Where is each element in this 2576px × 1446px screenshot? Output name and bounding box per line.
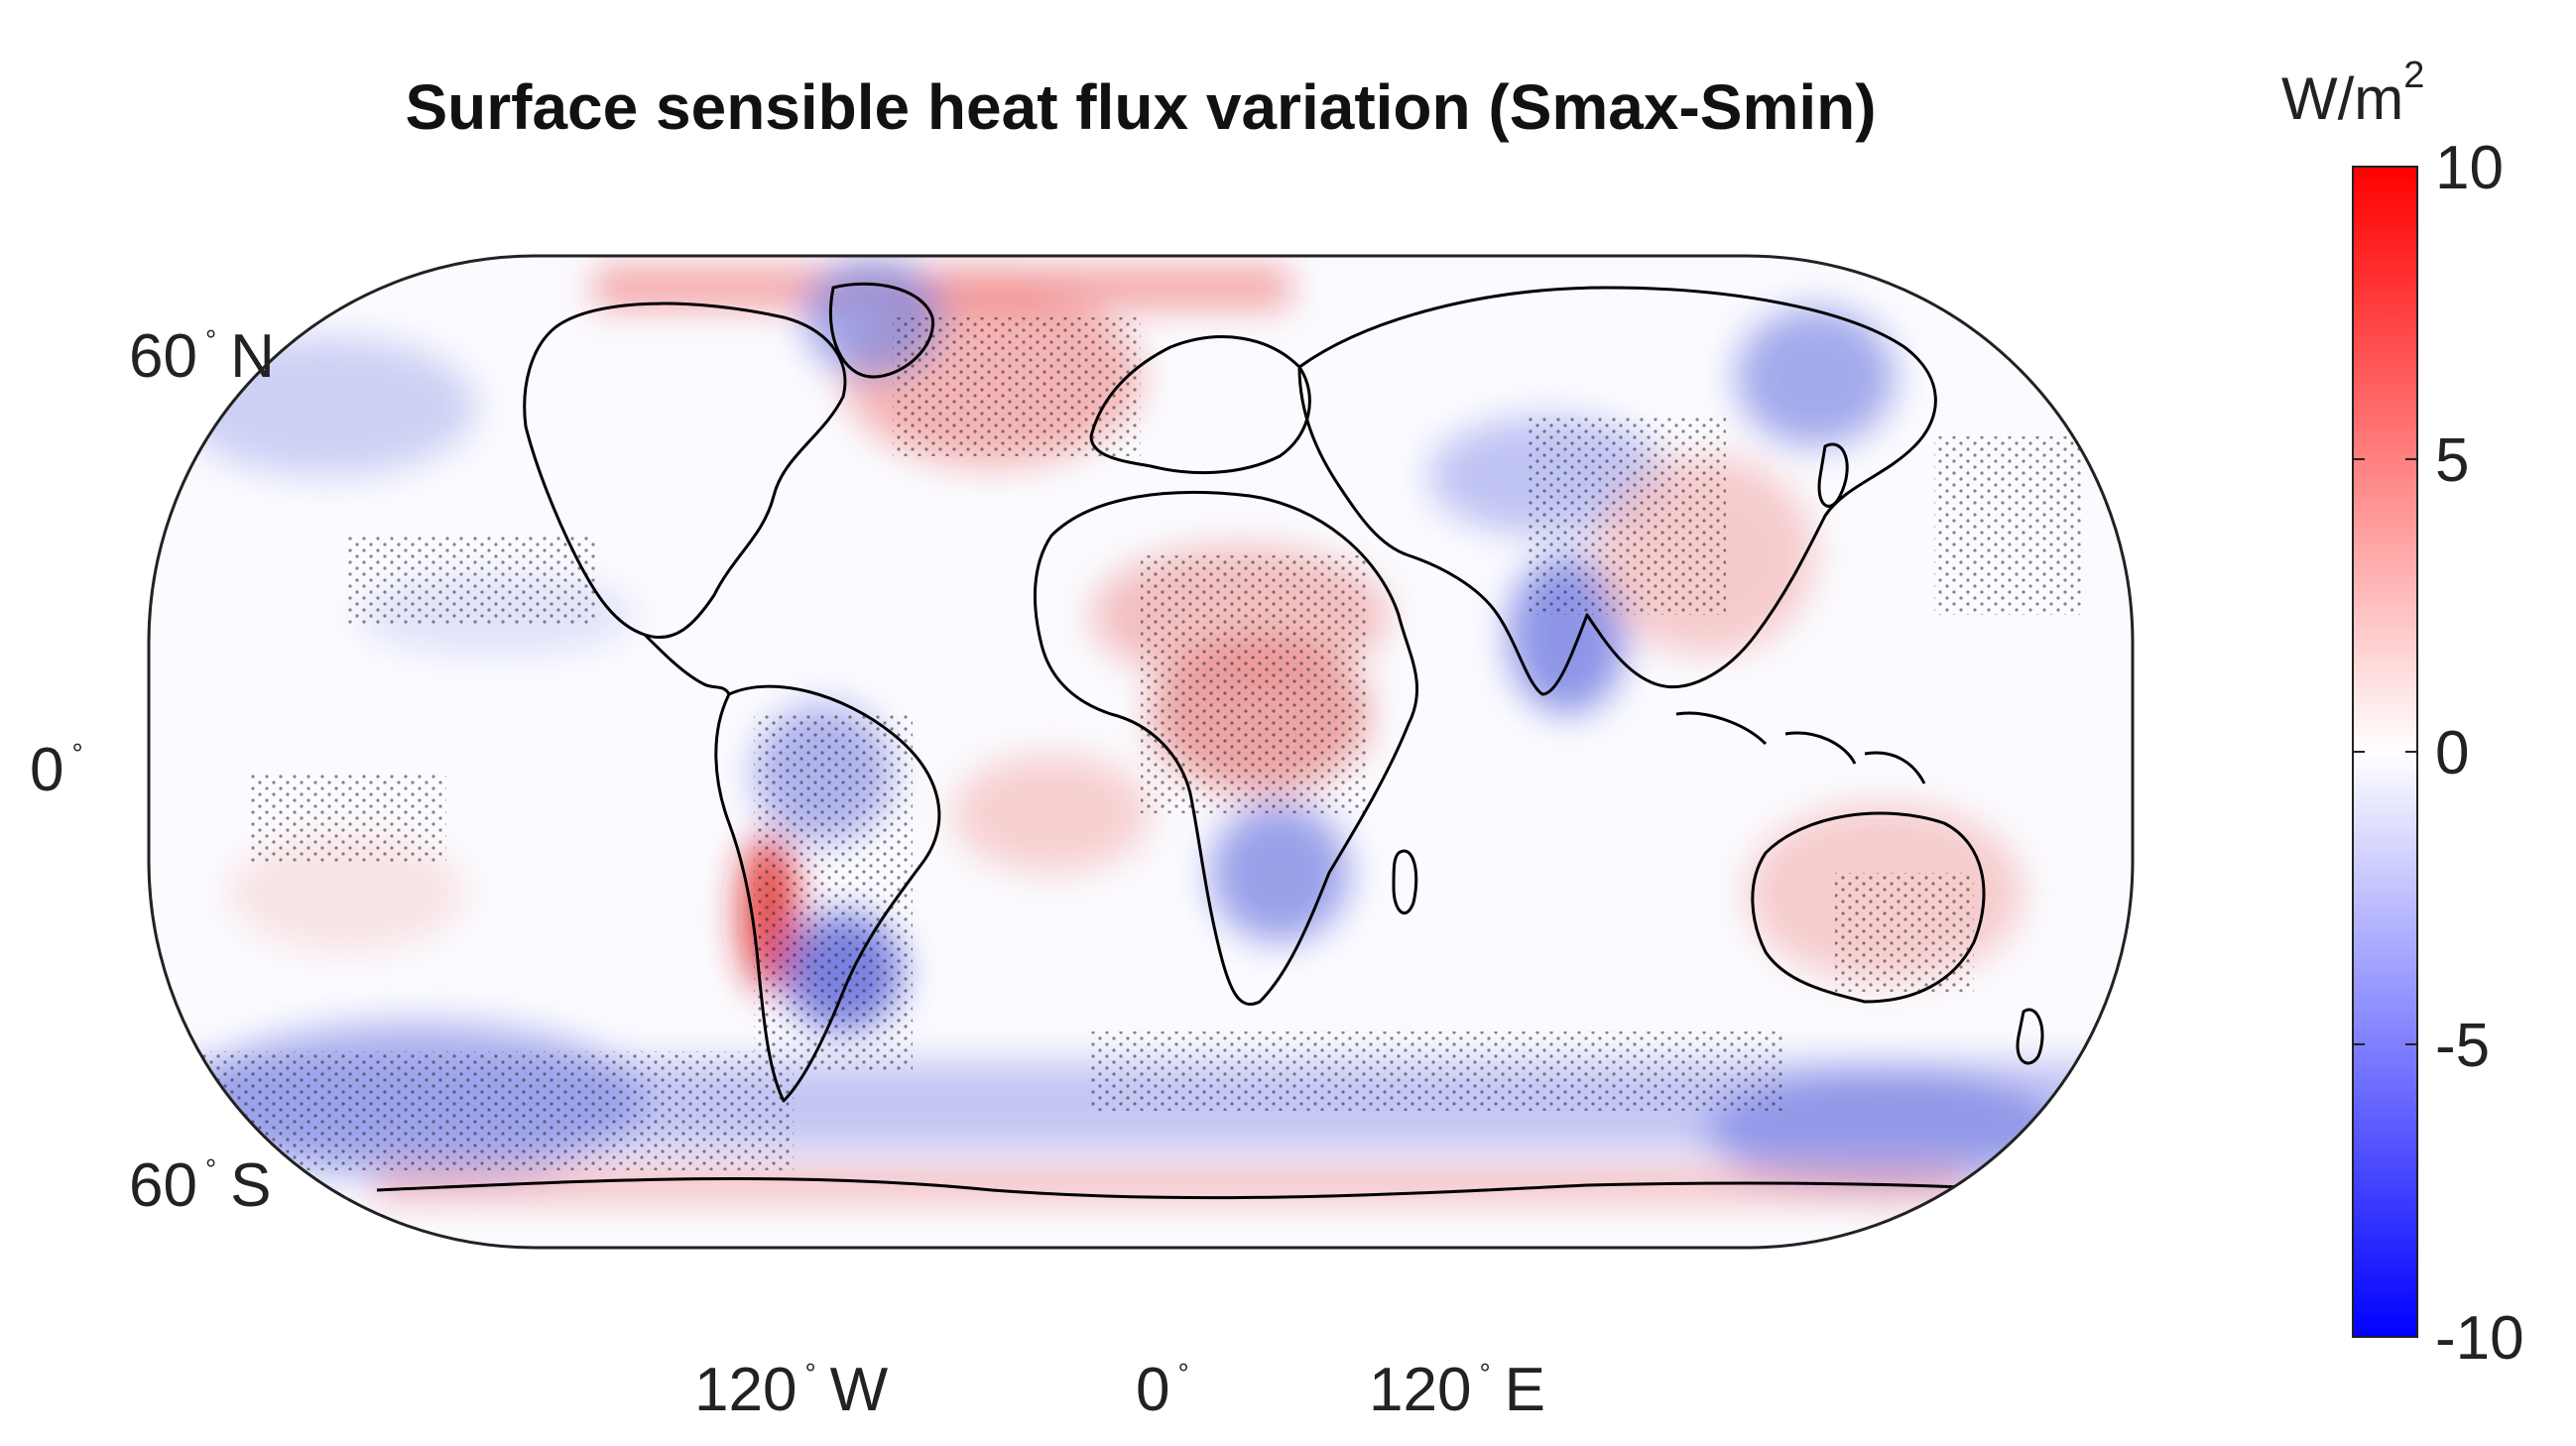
latitude-labels: 60 ° N 0 ° 60 ° S bbox=[30, 322, 275, 1220]
lat-label-60s: 60 ° S bbox=[129, 1151, 272, 1220]
colorbar-tick-label: 0 bbox=[2435, 719, 2469, 787]
madagascar-coastline bbox=[1392, 849, 1418, 915]
asia-coastline bbox=[1297, 286, 1937, 696]
north-america-coastline bbox=[523, 301, 847, 640]
coastlines bbox=[376, 282, 2044, 1200]
colorbar-tick-label: -10 bbox=[2435, 1304, 2524, 1373]
south-america-coastline bbox=[714, 684, 941, 1103]
japan-coastline bbox=[1817, 442, 1849, 508]
lon-label-120w: 120 ° W bbox=[694, 1356, 889, 1424]
colorbar-tick-label: 5 bbox=[2435, 426, 2469, 495]
africa-coastline bbox=[1034, 490, 1419, 1006]
antarctica-coastline bbox=[376, 1176, 2034, 1200]
significance-stippling bbox=[198, 317, 2083, 1170]
greenland-coastline bbox=[828, 282, 934, 379]
lat-label-60n: 60 ° N bbox=[129, 322, 275, 391]
central-america-coastline bbox=[643, 633, 731, 695]
lon-label-120e: 120 ° E bbox=[1369, 1356, 1545, 1424]
chart-title: Surface sensible heat flux variation (Sm… bbox=[405, 71, 1876, 143]
lat-label-equator: 0 ° bbox=[30, 736, 83, 804]
colorbar: W/m2 10 5 0 -5 -10 bbox=[2281, 55, 2524, 1373]
colorbar-ticks: 10 5 0 -5 -10 bbox=[2353, 134, 2524, 1373]
colorbar-unit: W/m2 bbox=[2281, 55, 2424, 132]
lon-label-0: 0 ° bbox=[1136, 1356, 1189, 1424]
new-zealand-coastline bbox=[2016, 1008, 2044, 1065]
colorbar-tick-label: 10 bbox=[2435, 134, 2504, 202]
map-area bbox=[149, 256, 2133, 1248]
australia-coastline bbox=[1751, 811, 1986, 1004]
indonesia-coastline bbox=[1675, 711, 1926, 784]
europe-coastline bbox=[1089, 335, 1311, 475]
longitude-labels: 120 ° W 0 ° 120 ° E bbox=[694, 1356, 1545, 1424]
colorbar-tick-label: -5 bbox=[2435, 1012, 2490, 1080]
map-frame bbox=[147, 254, 2135, 1250]
